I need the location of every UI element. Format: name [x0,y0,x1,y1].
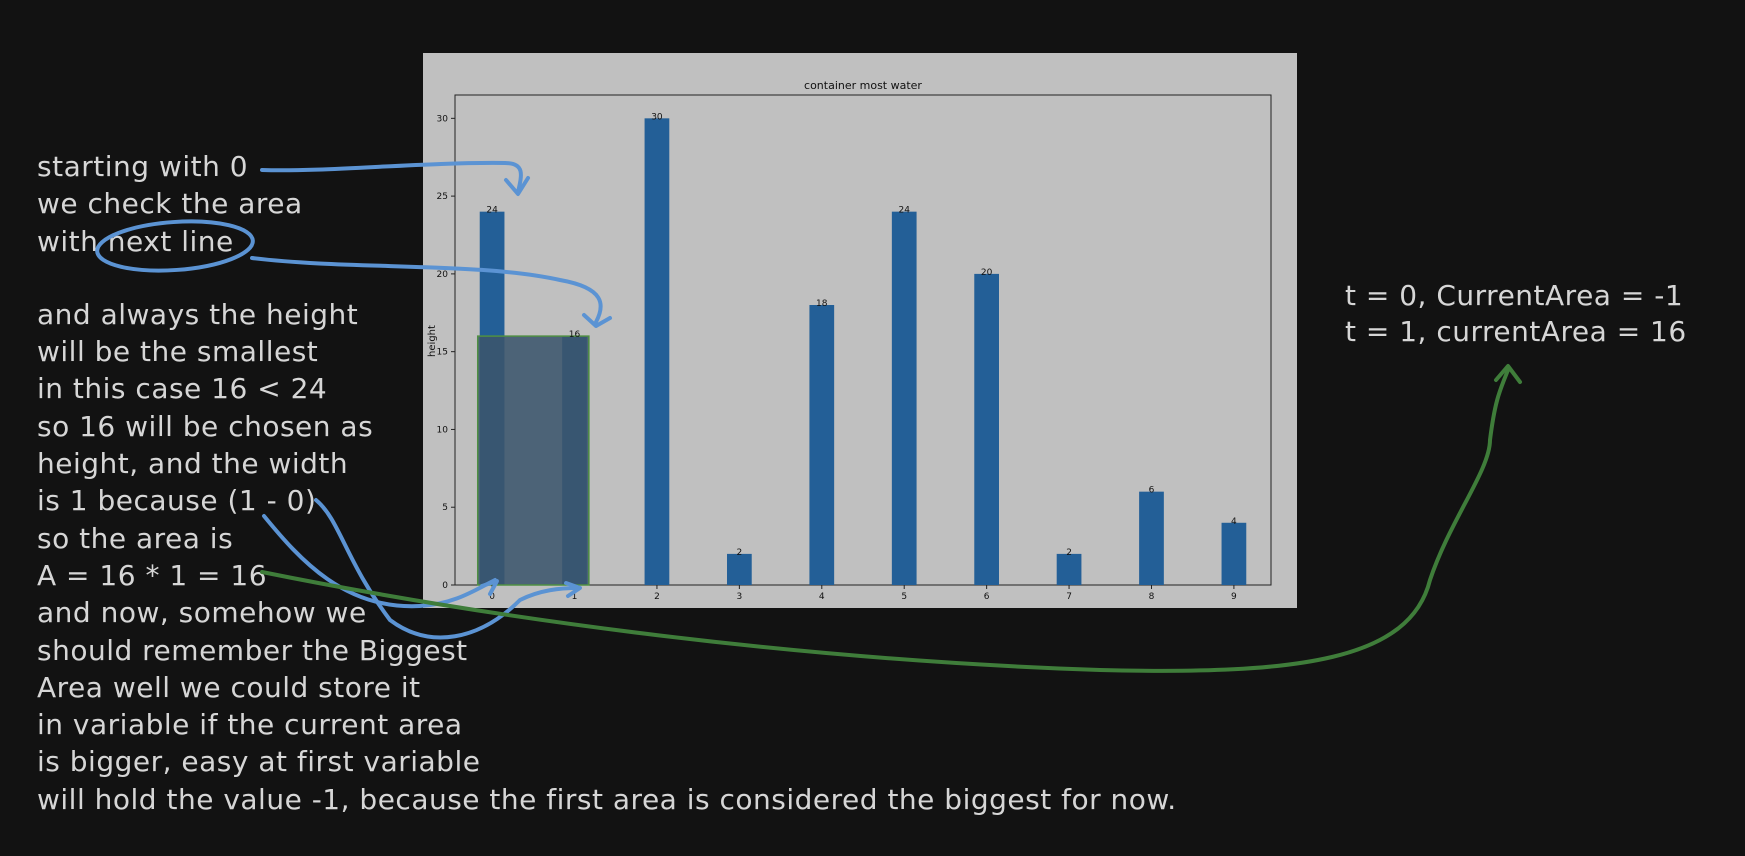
note-line: will be the smallest [37,335,319,369]
handwritten-notes-right: t = 0, CurrentArea = -1 t = 1, currentAre… [1345,278,1687,350]
note-line: so 16 will be chosen as [37,409,374,443]
arrow-head-current-area [1494,364,1522,384]
chart-title: container most water [804,79,922,92]
data-label: 18 [816,299,828,309]
state-line: t = 1, currentArea = 16 [1345,315,1687,348]
note-gap [37,260,1177,296]
data-label: 16 [569,330,581,340]
y-tick-label: 15 [437,348,448,358]
y-axis-label: height [427,325,438,357]
note-line: with next line [37,224,234,258]
note-line: A = 16 * 1 = 16 [37,558,268,592]
note-line: we check the area [37,187,303,221]
y-tick-label: 25 [437,192,448,202]
note-line: is bigger, easy at first variable [37,745,481,779]
note-line: should remember the Biggest [37,633,468,667]
x-tick-label: 9 [1231,592,1237,602]
handwritten-notes-left: starting with 0 we check the area with nex… [37,148,1177,818]
note-line: so the area is [37,521,234,555]
note-line: will hold the value -1, because the firs… [37,782,1177,816]
note-line: in this case 16 < 24 [37,372,328,406]
data-label: 30 [651,112,663,122]
bar [1221,522,1247,585]
note-line: and always the height [37,297,359,331]
data-label: 24 [486,206,498,216]
data-label: 24 [898,206,910,216]
y-tick-label: 30 [437,114,449,124]
data-label: 4 [1231,517,1237,527]
note-line: is 1 because (1 - 0) [37,484,317,518]
note-line: and now, somehow we [37,596,367,630]
data-label: 20 [981,268,993,278]
state-line: t = 0, CurrentArea = -1 [1345,279,1684,312]
note-line: starting with 0 [37,150,249,183]
note-line: in variable if the current area [37,708,463,742]
note-line: Area well we could store it [37,670,421,704]
note-line: height, and the width [37,447,349,481]
